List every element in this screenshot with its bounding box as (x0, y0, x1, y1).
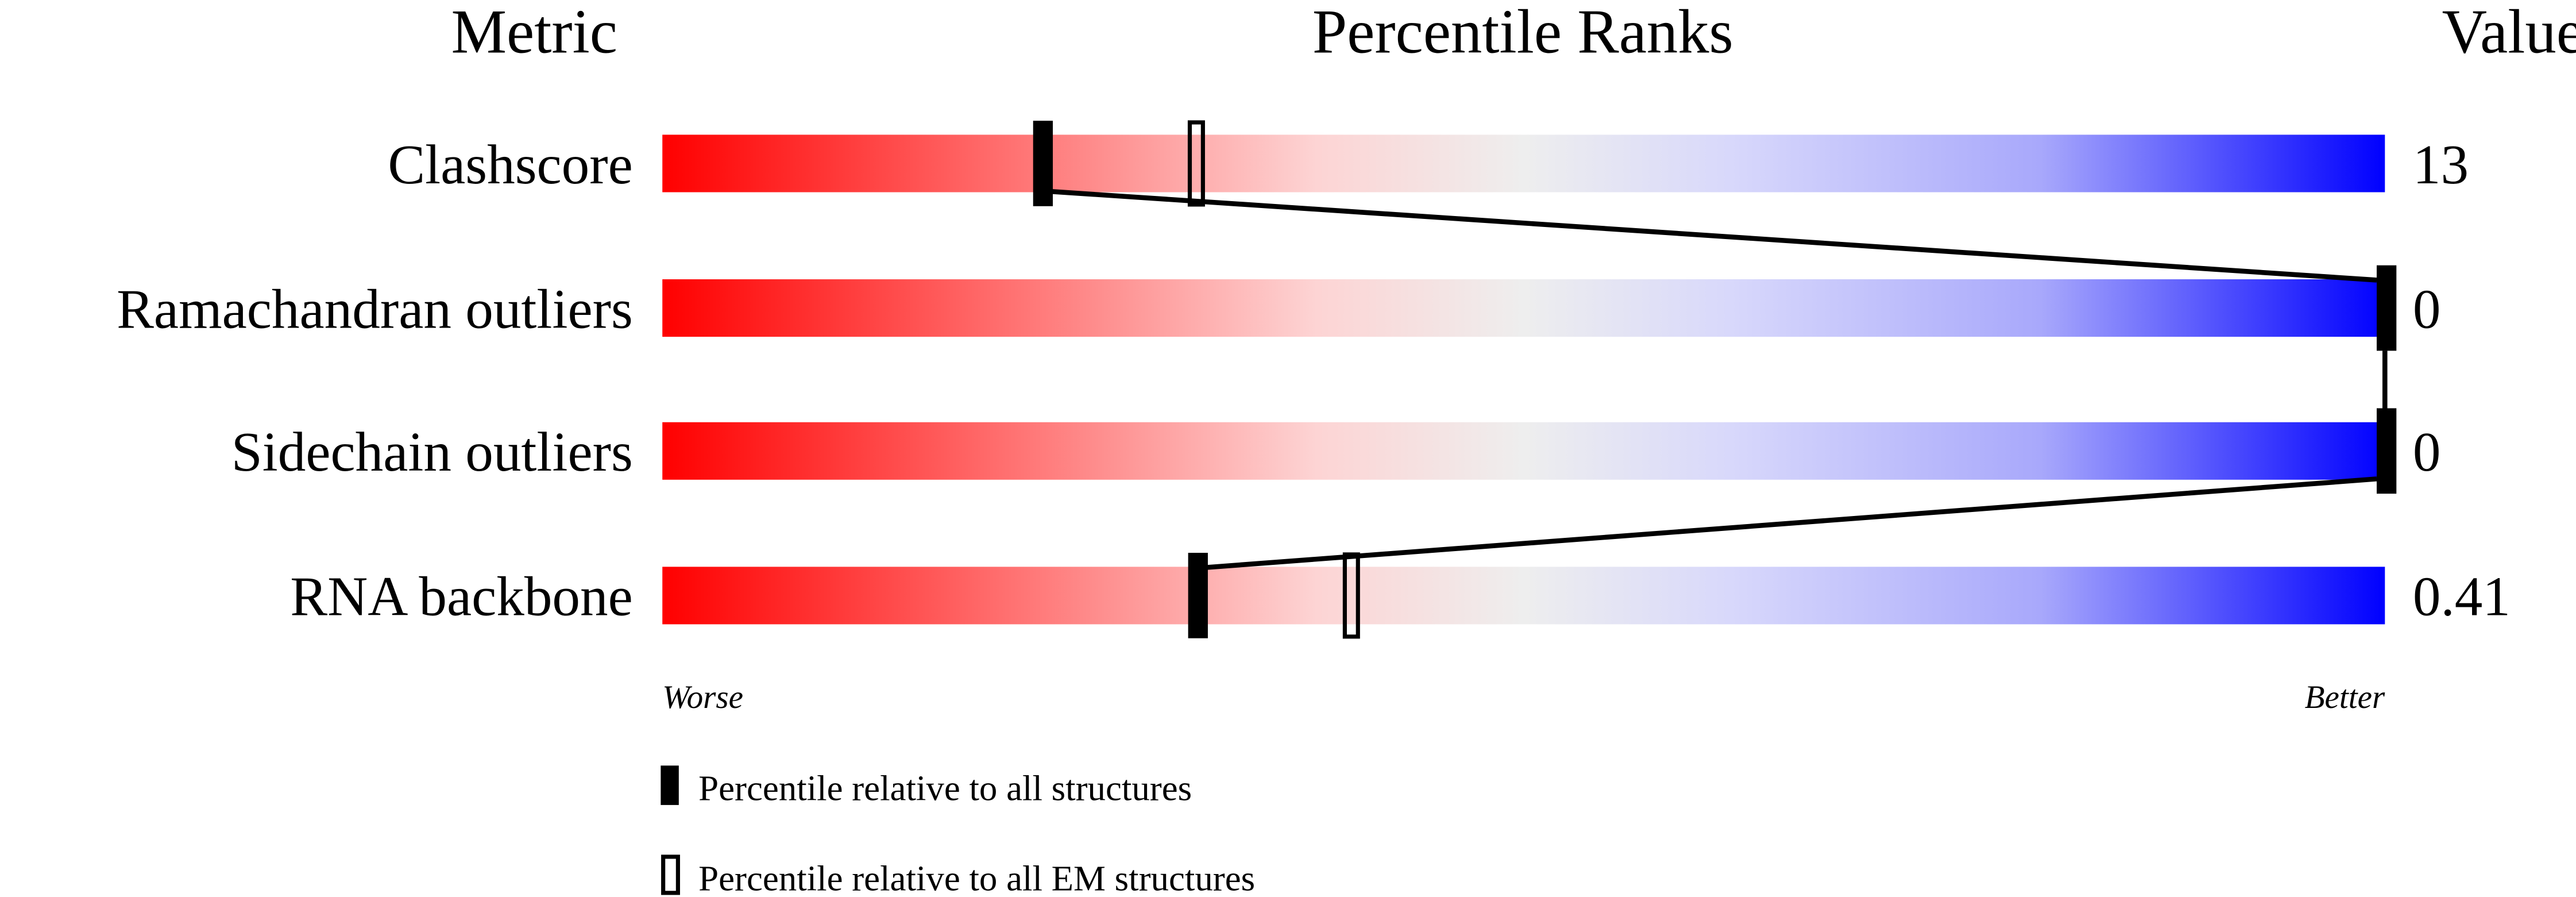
axis-better-label: Better (2305, 679, 2385, 715)
metric-value: 13 (2413, 134, 2469, 196)
legend-filled-marker (661, 765, 679, 805)
legend-label-em: Percentile relative to all EM structures (698, 858, 1255, 897)
legend-open-marker (661, 854, 680, 895)
connector-line (1204, 476, 2377, 571)
all-percentile-marker (1033, 121, 1053, 206)
header-metric: Metric (451, 0, 617, 66)
metric-value: 0 (2413, 278, 2441, 340)
percentile-bar (662, 134, 2385, 193)
metric-label: RNA backbone (290, 566, 633, 628)
metric-label: Ramachandran outliers (117, 278, 633, 340)
axis-worse-label: Worse (662, 679, 743, 715)
header-value: Value (2442, 0, 2576, 66)
percentile-bar (662, 567, 2385, 625)
legend-label-all: Percentile relative to all structures (698, 768, 1192, 808)
all-percentile-marker (1188, 553, 1208, 638)
em-percentile-marker (1187, 120, 1205, 207)
metric-value: 0 (2413, 421, 2441, 483)
all-percentile-marker (2377, 265, 2397, 351)
header-percentile-ranks: Percentile Ranks (1312, 0, 1733, 66)
percentile-bar (662, 279, 2385, 337)
all-percentile-marker (2377, 408, 2397, 494)
percentile-bar (662, 422, 2385, 480)
metric-label: Sidechain outliers (231, 421, 633, 483)
connector-line (1049, 188, 2377, 283)
metric-value: 0.41 (2413, 566, 2511, 628)
metric-label: Clashscore (388, 134, 632, 196)
